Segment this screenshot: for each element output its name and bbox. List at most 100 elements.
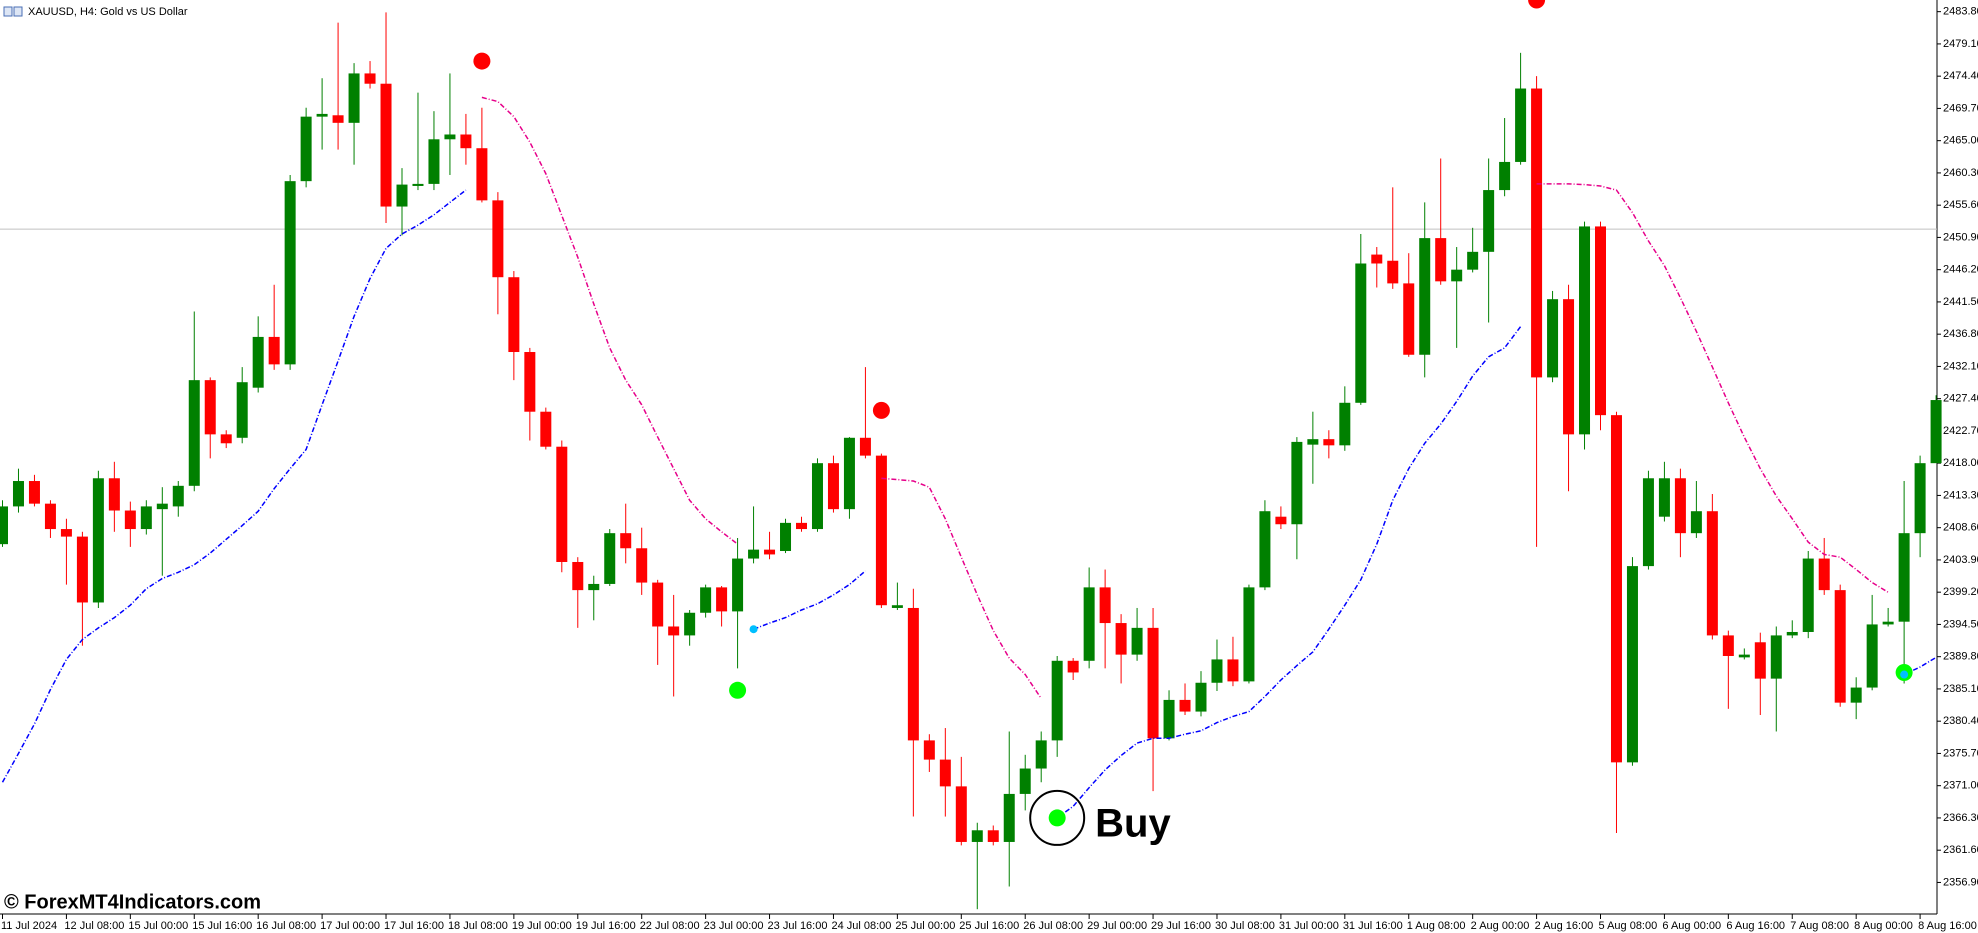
x-tick-label: 17 Jul 16:00 [384,920,444,932]
y-tick-label: 2469.70 [1943,102,1978,114]
candle-body [156,503,168,510]
x-tick-label: 16 Jul 08:00 [256,920,316,932]
x-tick-label: 6 Aug 16:00 [1726,920,1785,932]
candle-body [1658,478,1670,517]
candle-body [108,478,120,511]
signal-dot [1528,0,1546,9]
candle-body [987,830,999,842]
candle-body [1051,660,1063,741]
x-tick-label: 18 Jul 08:00 [448,920,508,932]
candle-body [1099,587,1111,624]
x-tick-label: 29 Jul 00:00 [1087,920,1147,932]
y-tick-label: 2413.30 [1943,489,1978,501]
x-tick-label: 15 Jul 16:00 [192,920,252,932]
candle-body [1706,511,1718,636]
x-tick-label: 2 Aug 16:00 [1535,920,1594,932]
x-tick-label: 26 Jul 08:00 [1023,920,1083,932]
candle-body [1786,631,1798,636]
candle-body [811,463,823,530]
candle-body [1003,793,1015,842]
candle-body [1355,263,1367,403]
candle-body [1563,299,1575,435]
y-tick-label: 2366.30 [1943,812,1978,824]
y-tick-label: 2441.50 [1943,296,1978,308]
candle-body [1083,587,1095,661]
candle-body [1435,238,1447,282]
candle-body [1179,699,1191,712]
x-tick-label: 22 Jul 08:00 [640,920,700,932]
candle-body [396,184,408,207]
candle-body [1275,516,1287,525]
candle-body [1483,190,1495,252]
y-tick-label: 2474.40 [1943,70,1978,82]
candle-body [540,411,552,447]
candle-body [1243,587,1255,682]
candle-body [364,73,376,84]
candle-body [1595,226,1606,416]
candle-body [236,382,248,438]
candle-body [1403,283,1415,355]
x-tick-label: 30 Jul 08:00 [1215,920,1275,932]
x-tick-label: 19 Jul 00:00 [512,920,572,932]
x-tick-label: 19 Jul 16:00 [576,920,636,932]
candle-body [859,437,871,456]
signal-dot [1900,670,1909,679]
candle-body [1387,260,1399,284]
x-tick-label: 8 Aug 16:00 [1918,920,1977,932]
candle-body [1131,627,1143,655]
candle-body [28,481,40,504]
symbol-icon [3,6,23,17]
candle-body [1195,682,1207,712]
y-tick-label: 2371.00 [1943,780,1978,792]
candle-body [1754,642,1766,679]
candle-body [492,200,504,278]
candle-body [1882,621,1894,625]
candle-body [668,626,680,636]
candle-body [556,446,568,562]
signal-dot [749,625,758,634]
candle-body [428,139,440,184]
y-tick-label: 2356.90 [1943,876,1978,888]
y-tick-label: 2389.80 [1943,651,1978,663]
candle-body [764,549,776,555]
candle-body [1866,624,1878,688]
candle-body [300,116,312,182]
candle-body [636,548,648,583]
candle-body [1690,511,1702,534]
x-tick-label: 31 Jul 00:00 [1279,920,1339,932]
candle-body [955,786,967,842]
x-tick-label: 29 Jul 16:00 [1151,920,1211,932]
y-tick-label: 2460.30 [1943,167,1978,179]
candle-body [172,485,184,507]
x-tick-label: 8 Aug 00:00 [1854,920,1913,932]
candle-body [843,437,855,510]
x-tick-label: 11 Jul 2024 [1,920,57,932]
candle-body [827,463,839,510]
candle-body [1147,627,1159,739]
candle-body [907,607,919,741]
candle-body [1579,226,1591,435]
candle-body [780,522,792,552]
candle-body [1067,660,1079,673]
x-tick-label: 6 Aug 00:00 [1662,920,1721,932]
candle-body [316,113,328,117]
candle-body [923,740,935,760]
icon-part [3,6,13,17]
candle-body [604,533,616,584]
indicator-line [481,96,1889,699]
candle-body [508,277,520,353]
candle-body [1371,254,1383,264]
candle-body [875,455,887,606]
x-tick-label: 25 Jul 00:00 [895,920,955,932]
candle-body [1850,687,1862,703]
candle-body [204,380,216,435]
y-tick-label: 2385.10 [1943,683,1978,695]
y-tick-label: 2455.60 [1943,199,1978,211]
candle-body [332,115,344,123]
candle-body [1323,439,1335,446]
candle-body [60,529,72,537]
candle-body [796,522,807,530]
candle-body [891,605,903,608]
